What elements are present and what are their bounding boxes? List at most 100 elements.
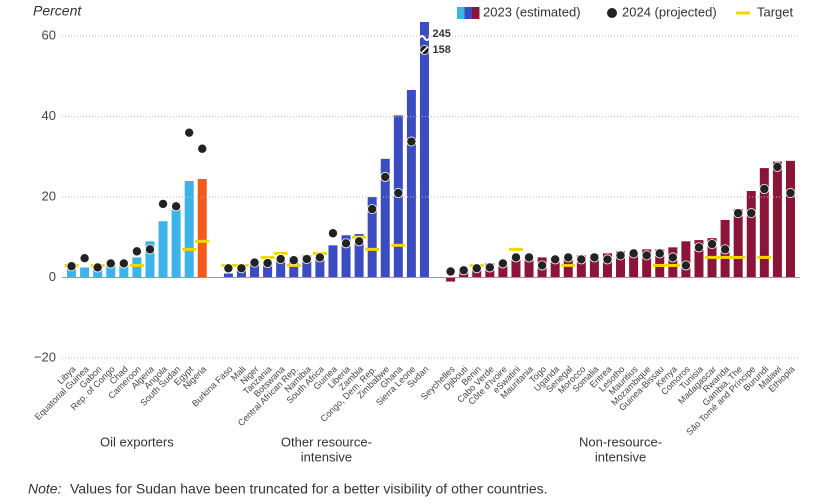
bar bbox=[341, 235, 351, 278]
bar bbox=[681, 241, 691, 278]
dot bbox=[746, 208, 757, 219]
dot bbox=[602, 254, 613, 265]
dot bbox=[667, 252, 678, 263]
dot bbox=[197, 143, 208, 154]
bar bbox=[276, 261, 286, 278]
dot bbox=[445, 266, 456, 277]
bar bbox=[119, 263, 129, 278]
bar bbox=[406, 90, 416, 278]
y-axis-label: Percent bbox=[33, 3, 82, 19]
bar bbox=[642, 249, 652, 278]
bar bbox=[629, 251, 639, 278]
bar bbox=[616, 251, 626, 278]
legend-dot bbox=[607, 8, 617, 18]
dot bbox=[510, 252, 521, 263]
dot bbox=[759, 183, 770, 194]
group-label: Other resource- bbox=[281, 434, 372, 449]
plot-area bbox=[67, 22, 795, 282]
dot bbox=[92, 262, 103, 273]
dot bbox=[131, 246, 142, 257]
group-label: intensive bbox=[595, 449, 646, 464]
dot bbox=[79, 253, 90, 264]
dot bbox=[707, 239, 718, 250]
dot bbox=[641, 250, 652, 261]
bar bbox=[67, 269, 77, 278]
bar bbox=[655, 249, 665, 278]
dot bbox=[484, 262, 495, 273]
break-mark bbox=[420, 46, 428, 54]
bar bbox=[785, 160, 795, 278]
data-label: 245 bbox=[432, 28, 450, 40]
note: Values for Sudan have been truncated for… bbox=[70, 481, 548, 497]
dot bbox=[236, 263, 247, 274]
dot bbox=[314, 252, 325, 263]
dot bbox=[720, 244, 731, 255]
bar bbox=[328, 245, 338, 278]
note-label: Note: bbox=[28, 481, 62, 497]
dot bbox=[628, 248, 639, 259]
bar bbox=[106, 265, 116, 278]
dot bbox=[144, 244, 155, 255]
bar bbox=[93, 269, 103, 278]
dot bbox=[105, 258, 116, 269]
y-tick-label: 20 bbox=[42, 188, 56, 203]
bar bbox=[380, 158, 390, 278]
dot bbox=[118, 258, 129, 269]
dot bbox=[223, 263, 234, 274]
dot bbox=[680, 260, 691, 271]
bar bbox=[367, 197, 377, 278]
dot bbox=[550, 254, 561, 265]
bar bbox=[589, 254, 599, 278]
y-tick-label: 60 bbox=[42, 28, 56, 43]
bar bbox=[446, 277, 456, 282]
bar bbox=[550, 257, 560, 278]
dot bbox=[458, 265, 469, 276]
dot bbox=[288, 255, 299, 266]
group-label: Oil exporters bbox=[100, 434, 174, 449]
bar bbox=[197, 178, 207, 278]
bar bbox=[733, 209, 743, 278]
y-tick-label: 40 bbox=[42, 108, 56, 123]
dot bbox=[262, 258, 273, 269]
dot bbox=[184, 127, 195, 138]
dot bbox=[733, 208, 744, 219]
bar bbox=[511, 257, 521, 278]
dot bbox=[393, 188, 404, 199]
legend-label: 2024 (projected) bbox=[622, 4, 717, 19]
group-label: Non-resource- bbox=[579, 434, 662, 449]
legend-label: Target bbox=[757, 4, 794, 19]
bar bbox=[576, 255, 586, 278]
bar bbox=[236, 269, 246, 278]
dot bbox=[301, 254, 312, 265]
y-tick-label: 0 bbox=[49, 269, 56, 284]
legend-swatch bbox=[472, 7, 480, 19]
break-mark bbox=[418, 35, 431, 41]
dot bbox=[367, 204, 378, 215]
bar bbox=[354, 234, 364, 278]
bar bbox=[289, 257, 299, 278]
dot bbox=[275, 254, 286, 265]
dot bbox=[654, 248, 665, 259]
dot bbox=[497, 258, 508, 269]
bar bbox=[80, 267, 90, 278]
bar bbox=[419, 22, 429, 278]
dot bbox=[158, 198, 169, 209]
dot bbox=[589, 252, 600, 263]
bar bbox=[668, 247, 678, 278]
dot bbox=[615, 250, 626, 261]
dot bbox=[524, 252, 535, 263]
dot bbox=[785, 188, 796, 199]
dot bbox=[471, 263, 482, 274]
legend-label: 2023 (estimated) bbox=[483, 4, 581, 19]
dot bbox=[693, 242, 704, 253]
bar bbox=[694, 240, 704, 278]
y-tick-label: −20 bbox=[34, 349, 56, 364]
bar bbox=[315, 253, 325, 278]
dot bbox=[66, 261, 77, 272]
bar bbox=[184, 180, 194, 278]
dot bbox=[327, 228, 338, 239]
dot bbox=[406, 136, 417, 147]
dot bbox=[563, 252, 574, 263]
